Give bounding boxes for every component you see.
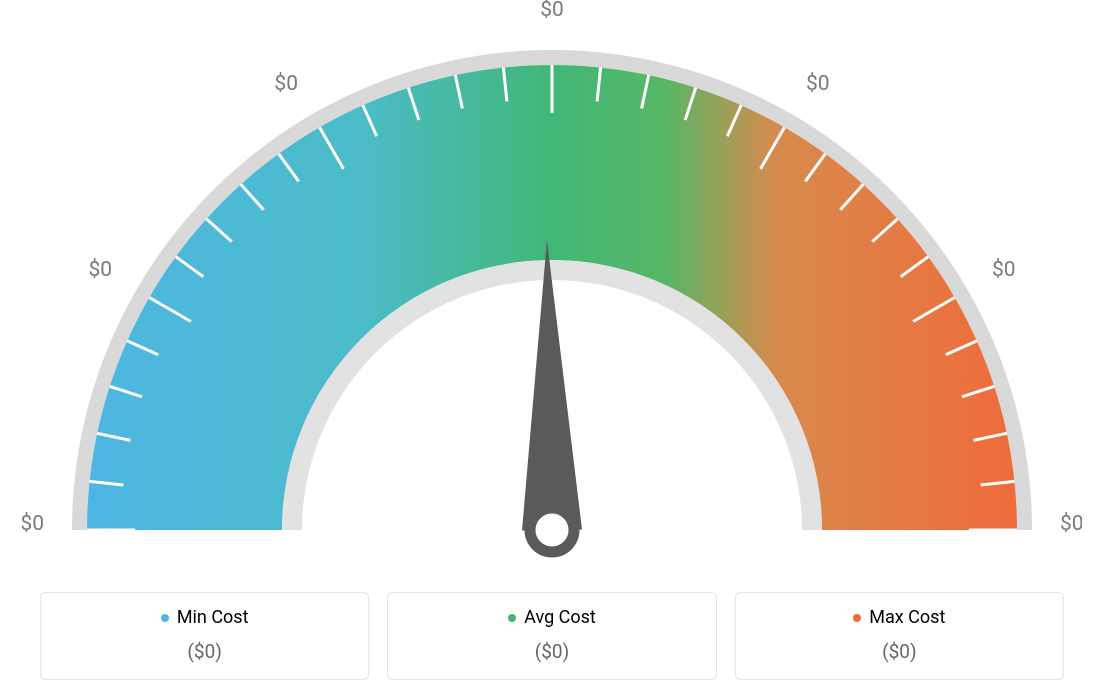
legend-card-min: Min Cost ($0) (40, 592, 369, 681)
legend-card-max: Max Cost ($0) (735, 592, 1064, 681)
cost-gauge-chart: $0 $0 $0 $0 $0 $0 $0 (22, 0, 1082, 560)
legend-value-avg: ($0) (398, 640, 705, 663)
svg-text:$0: $0 (992, 258, 1016, 282)
legend-row: Min Cost ($0) Avg Cost ($0) Max Cost ($0… (40, 592, 1064, 681)
legend-dot-min (161, 614, 169, 622)
legend-dot-max (853, 614, 861, 622)
legend-label-max: Max Cost (869, 607, 945, 628)
legend-card-avg: Avg Cost ($0) (387, 592, 716, 681)
legend-value-min: ($0) (51, 640, 358, 663)
legend-dot-avg (508, 614, 516, 622)
svg-text:$0: $0 (274, 72, 298, 96)
svg-text:$0: $0 (1060, 512, 1082, 536)
legend-label-avg: Avg Cost (524, 607, 596, 628)
svg-text:$0: $0 (540, 0, 564, 22)
legend-value-max: ($0) (746, 640, 1053, 663)
svg-text:$0: $0 (806, 72, 830, 96)
legend-label-min: Min Cost (177, 607, 249, 628)
svg-text:$0: $0 (88, 258, 112, 282)
svg-text:$0: $0 (22, 512, 44, 536)
